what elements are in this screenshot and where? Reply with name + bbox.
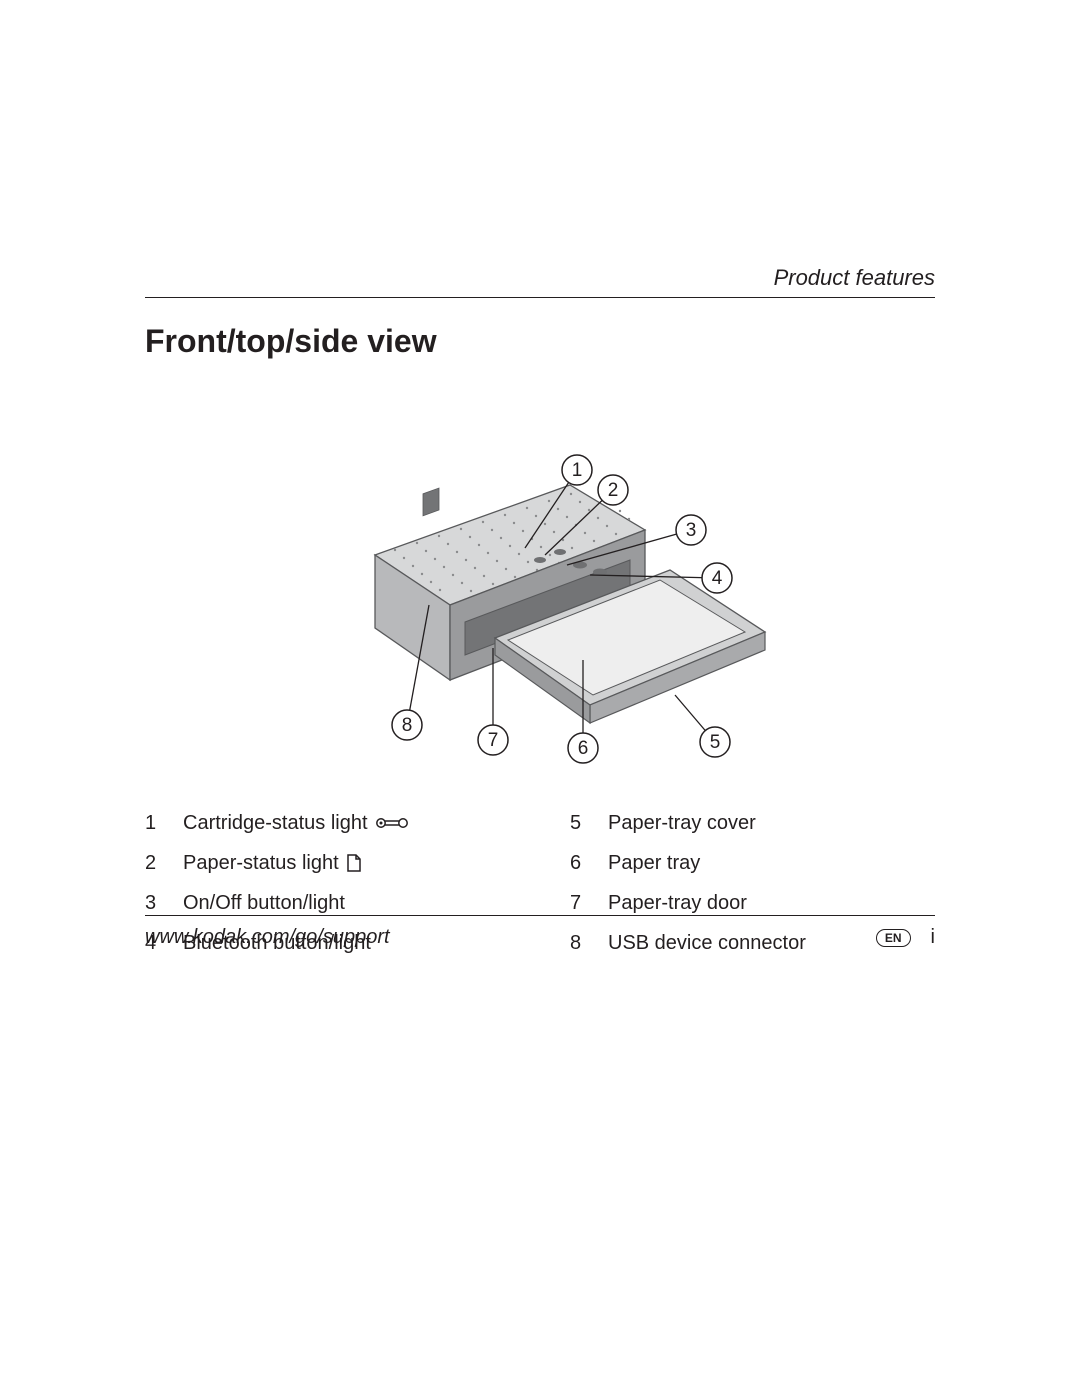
legend-number: 6 (570, 843, 588, 883)
language-badge: EN (876, 929, 911, 947)
svg-text:4: 4 (712, 568, 723, 589)
legend-row: 6 Paper tray (570, 843, 935, 883)
legend-row: 5 Paper-tray cover (570, 803, 935, 843)
page-footer: www.kodak.com/go/support EN i (145, 915, 935, 949)
legend-label: Paper-status light (183, 843, 361, 883)
footer-url: www.kodak.com/go/support (145, 926, 390, 949)
page-content: Product features Front/top/side view 123… (145, 265, 935, 963)
legend-row: 1 Cartridge-status light (145, 803, 510, 843)
section-title: Product features (774, 265, 935, 290)
legend-number: 5 (570, 803, 588, 843)
legend-number: 2 (145, 843, 163, 883)
svg-text:3: 3 (686, 520, 697, 541)
svg-text:8: 8 (402, 715, 413, 736)
svg-text:5: 5 (710, 732, 721, 753)
legend-label: Paper-tray cover (608, 803, 756, 843)
page-title: Front/top/side view (145, 323, 935, 360)
svg-text:7: 7 (488, 730, 499, 751)
section-header: Product features (145, 265, 935, 298)
legend-number: 1 (145, 803, 163, 843)
printer-diagram: 1 2 3 4 5 6 7 8 (145, 370, 935, 785)
legend-row: 2 Paper-status light (145, 843, 510, 883)
svg-text:1: 1 (572, 460, 583, 481)
page-number: i (931, 926, 935, 949)
svg-text:6: 6 (578, 738, 589, 759)
svg-text:2: 2 (608, 480, 619, 501)
legend-label: Cartridge-status light (183, 803, 408, 843)
diagram-svg: 1 2 3 4 5 6 7 8 (145, 370, 935, 785)
footer-right: EN i (876, 926, 935, 949)
legend-label: Paper tray (608, 843, 700, 883)
